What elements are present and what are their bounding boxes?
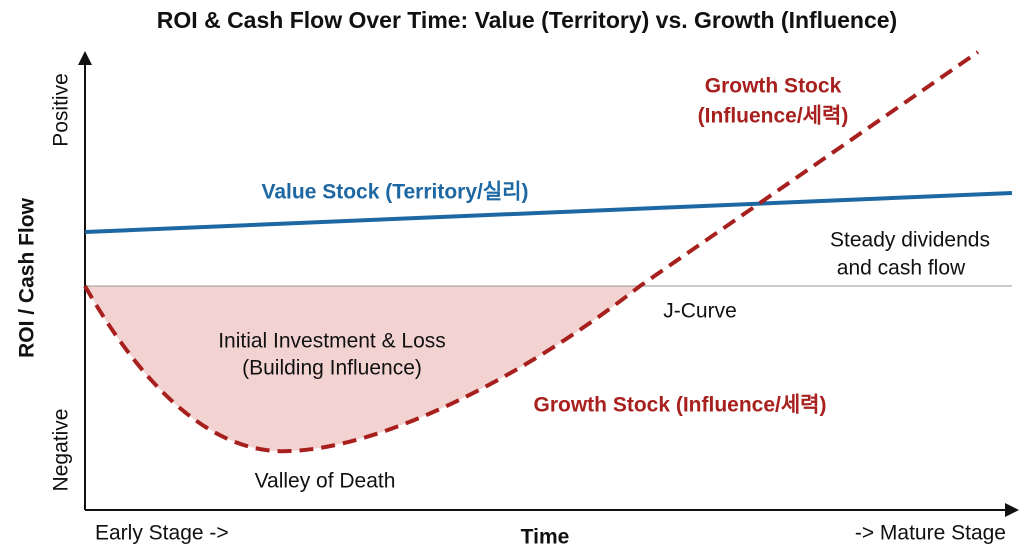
y-top-label: Positive: [50, 73, 73, 147]
j-curve-label: J-Curve: [663, 300, 737, 323]
dividends-note: and cash flow: [837, 257, 966, 280]
y-axis-label: ROI / Cash Flow: [16, 197, 39, 358]
growth-curve: [83, 50, 980, 454]
value-label: Value Stock (Territory/실리): [262, 181, 529, 204]
x-axis-label: Time: [521, 526, 570, 549]
investment-note: Initial Investment & Loss: [218, 330, 446, 353]
growth-label: Growth Stock: [705, 75, 842, 98]
growth-label: Growth Stock (Influence/세력): [534, 394, 827, 417]
investment-note: (Building Influence): [242, 357, 422, 380]
loss-area: [85, 286, 640, 452]
y-bottom-label: Negative: [50, 409, 73, 492]
valley-label: Valley of Death: [255, 470, 396, 493]
x-end-label: -> Mature Stage: [855, 522, 1006, 545]
growth-label: (Influence/세력): [698, 105, 849, 128]
dividends-note: Steady dividends: [830, 229, 990, 252]
title: ROI & Cash Flow Over Time: Value (Territ…: [157, 7, 897, 33]
x-start-label: Early Stage ->: [95, 522, 229, 545]
value-line: [84, 191, 1013, 234]
